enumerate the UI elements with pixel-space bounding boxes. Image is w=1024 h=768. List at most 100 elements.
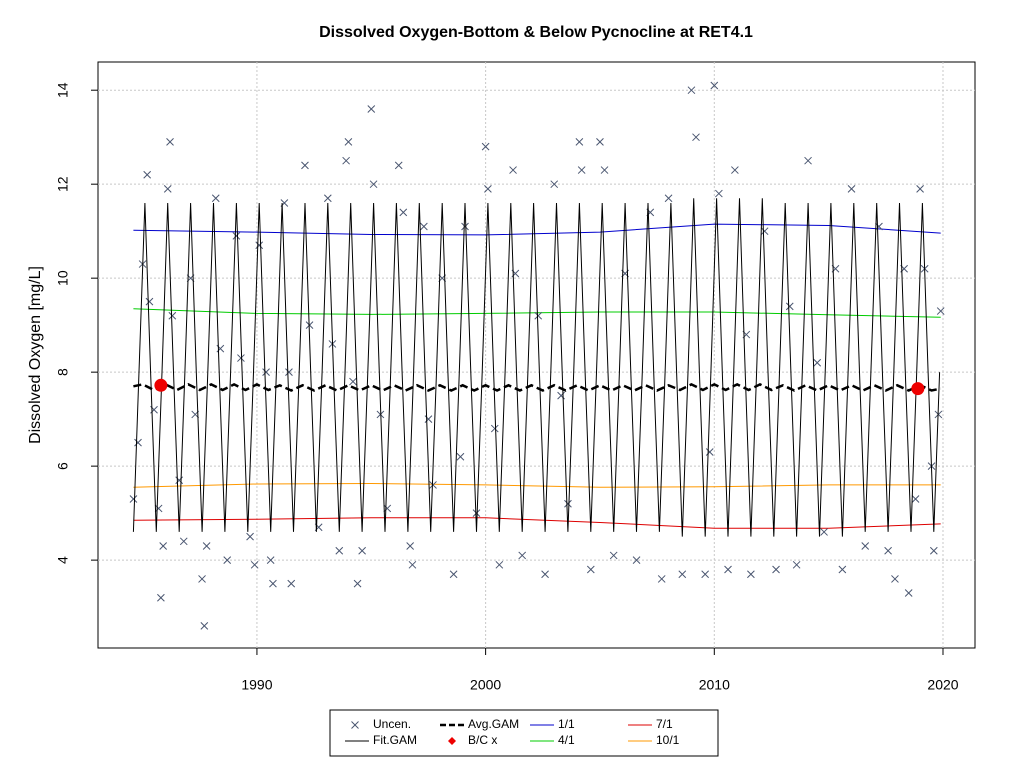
series-line <box>133 517 941 529</box>
x-stroke <box>472 509 481 517</box>
data-point <box>461 222 469 231</box>
data-point <box>577 166 586 174</box>
data-point <box>911 495 920 503</box>
data-point <box>202 542 211 550</box>
x-stroke <box>600 166 609 174</box>
x-stroke <box>541 570 549 579</box>
data-point <box>509 166 517 174</box>
y-tick-label: 12 <box>55 176 71 192</box>
data-point <box>269 579 277 588</box>
data-point <box>285 368 293 377</box>
x-stroke <box>166 138 174 146</box>
data-point <box>678 570 687 579</box>
data-point <box>408 560 417 569</box>
x-stroke <box>335 546 344 555</box>
x-stroke <box>550 180 559 189</box>
data-point <box>159 542 168 550</box>
data-point <box>237 354 245 362</box>
x-stroke <box>705 448 714 456</box>
x-stroke <box>342 156 350 165</box>
x-tick-label: 1990 <box>241 677 272 693</box>
data-point <box>200 622 209 630</box>
series-line <box>133 383 941 392</box>
x-stroke <box>804 156 812 165</box>
data-point <box>785 302 794 311</box>
data-point <box>255 241 264 250</box>
data-point <box>861 542 870 550</box>
x-stroke <box>424 415 433 423</box>
x-stroke <box>285 368 293 377</box>
x-stroke <box>399 208 408 217</box>
data-point <box>287 579 296 588</box>
x-stroke <box>495 560 504 569</box>
x-stroke <box>163 185 172 193</box>
x-stroke <box>534 311 543 320</box>
data-point <box>179 537 188 546</box>
x-stroke <box>875 222 883 231</box>
x-stroke <box>760 227 769 236</box>
data-point <box>772 565 780 574</box>
bc-point <box>154 378 168 392</box>
x-stroke <box>237 354 245 362</box>
x-stroke <box>596 138 604 146</box>
data-point <box>250 560 259 569</box>
data-point <box>731 166 739 174</box>
x-stroke <box>884 546 892 555</box>
data-point <box>760 227 769 236</box>
data-point <box>838 565 847 574</box>
data-point <box>715 189 723 198</box>
data-point <box>481 142 490 151</box>
x-stroke <box>731 166 739 174</box>
x-stroke <box>657 575 666 583</box>
x-stroke <box>262 368 270 377</box>
x-stroke <box>168 311 177 320</box>
data-point <box>632 556 641 564</box>
x-stroke <box>936 307 945 315</box>
data-point <box>344 138 353 146</box>
x-stroke <box>609 551 618 560</box>
series-line <box>133 308 941 318</box>
y-tick-label: 4 <box>55 556 71 564</box>
data-point <box>664 194 673 203</box>
x-stroke <box>211 194 220 203</box>
y-tick-label: 14 <box>55 82 71 98</box>
x-stroke <box>785 302 794 311</box>
x-stroke <box>202 542 211 550</box>
x-stroke <box>287 579 296 588</box>
x-stroke <box>838 565 847 574</box>
data-point <box>399 208 408 217</box>
x-stroke <box>820 528 828 536</box>
legend-label: 4/1 <box>558 733 575 747</box>
x-stroke <box>916 185 924 193</box>
x-stroke <box>861 542 870 550</box>
x-stroke <box>269 579 277 588</box>
data-point <box>884 546 892 555</box>
data-point <box>369 180 378 189</box>
data-point <box>166 138 174 146</box>
data-point <box>472 509 481 517</box>
x-stroke <box>383 504 392 513</box>
x-stroke <box>420 222 428 231</box>
data-point <box>134 438 142 447</box>
x-stroke <box>564 499 572 508</box>
x-stroke <box>129 495 138 503</box>
x-stroke <box>429 481 437 489</box>
x-stroke <box>678 570 687 579</box>
data-point <box>484 185 492 193</box>
data-point <box>929 546 938 555</box>
x-stroke <box>198 575 206 583</box>
y-tick-label: 6 <box>55 462 71 470</box>
x-stroke <box>349 377 357 386</box>
x-stroke <box>250 560 259 569</box>
series-line <box>132 198 941 537</box>
data-point <box>353 579 362 588</box>
data-point <box>724 565 732 574</box>
data-point <box>424 415 433 423</box>
x-stroke <box>792 560 801 569</box>
data-point <box>383 504 392 513</box>
data-point <box>550 180 559 189</box>
data-point <box>804 156 812 165</box>
data-point <box>575 138 584 146</box>
x-stroke <box>509 166 517 174</box>
